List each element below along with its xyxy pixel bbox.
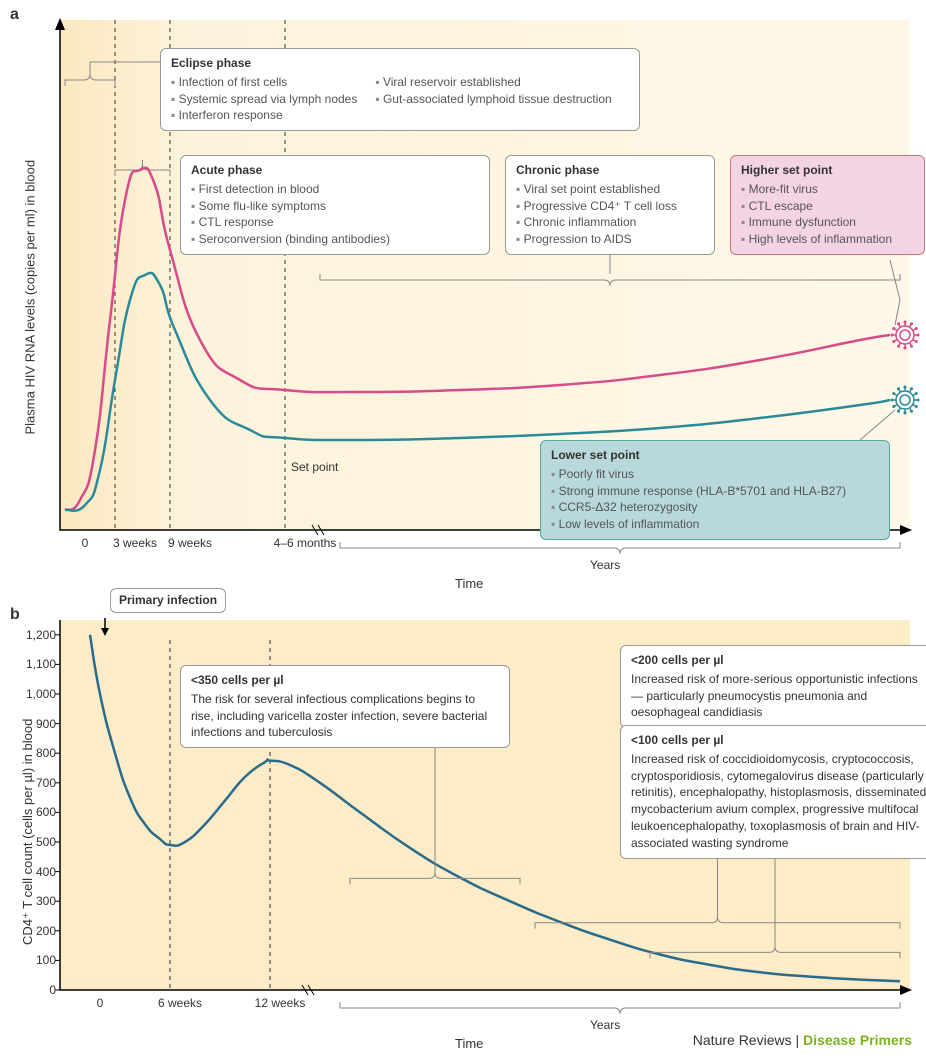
panel-b-x-label: Time	[455, 1036, 483, 1051]
footer-left: Nature Reviews	[693, 1032, 792, 1048]
info-box-text: Increased risk of more-serious opportuni…	[631, 671, 926, 721]
info-box-text: The risk for several infectious complica…	[191, 691, 499, 741]
info-box-title: <200 cells per µl	[631, 652, 926, 669]
panel-b-ytick: 700	[16, 776, 56, 790]
threshold-box: <200 cells per µl Increased risk of more…	[620, 645, 926, 728]
panel-b-ytick: 300	[16, 894, 56, 908]
panel-b: bCD4⁺ T cell count (cells per µl) in blo…	[0, 0, 926, 1060]
journal-footer: Nature Reviews | Disease Primers	[693, 1032, 912, 1048]
panel-b-xtick: 12 weeks	[245, 996, 315, 1010]
footer-right: Disease Primers	[803, 1032, 912, 1048]
panel-b-years-label: Years	[590, 1018, 620, 1032]
panel-b-ytick: 1,100	[16, 657, 56, 671]
panel-b-ytick: 900	[16, 717, 56, 731]
panel-b-ytick: 1,000	[16, 687, 56, 701]
panel-b-ytick: 0	[16, 983, 56, 997]
info-box-title: <350 cells per µl	[191, 672, 499, 689]
panel-b-label: b	[10, 606, 20, 624]
panel-b-xtick: 6 weeks	[145, 996, 215, 1010]
panel-b-ytick: 400	[16, 865, 56, 879]
panel-b-ytick: 1,200	[16, 628, 56, 642]
primary-infection-box: Primary infection	[110, 588, 226, 613]
info-box-text: Increased risk of coccidioidomycosis, cr…	[631, 751, 926, 852]
panel-b-ytick: 600	[16, 805, 56, 819]
threshold-box: <100 cells per µl Increased risk of cocc…	[620, 725, 926, 859]
info-box-title: <100 cells per µl	[631, 732, 926, 749]
panel-b-ytick: 100	[16, 953, 56, 967]
threshold-box: <350 cells per µl The risk for several i…	[180, 665, 510, 748]
panel-b-ytick: 500	[16, 835, 56, 849]
panel-b-ytick: 200	[16, 924, 56, 938]
panel-b-ytick: 800	[16, 746, 56, 760]
panel-b-xtick: 0	[65, 996, 135, 1010]
